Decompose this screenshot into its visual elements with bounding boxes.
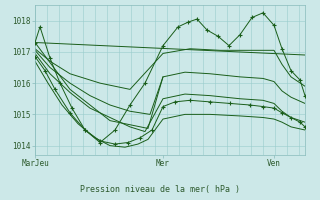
Text: Pression niveau de la mer( hPa ): Pression niveau de la mer( hPa ): [80, 185, 240, 194]
